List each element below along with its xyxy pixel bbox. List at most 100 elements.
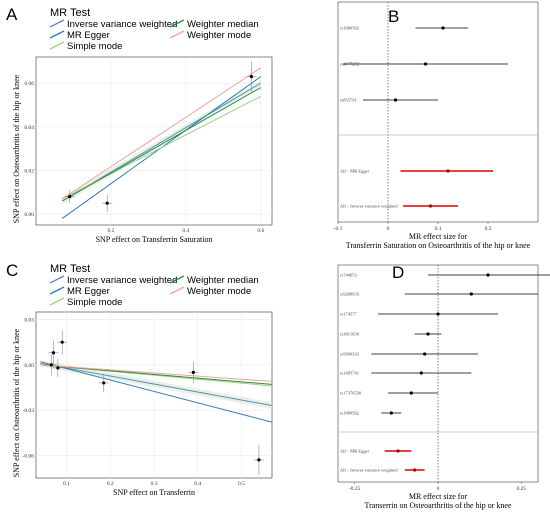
panel-c-xtick-2: 0.3: [151, 481, 158, 487]
panel-c-legend-swatch-2: [49, 297, 65, 306]
panel-a-xtick-0: 0.2: [107, 228, 114, 234]
panel-c-xtick-4: 0.5: [238, 481, 245, 487]
panel-a-ylabel: SNP effect on Osteoarthritis of the hip …: [12, 74, 21, 223]
panel-c-legend-swatch-3: [169, 275, 185, 284]
panel-a-legend-swatch-0: [49, 19, 65, 28]
panel-d-est-1: [469, 292, 473, 296]
panel-b-xlabel-1: Transferrin Saturation on Osteoarthritis…: [346, 241, 531, 250]
panel-d-xtick-1: 0: [437, 486, 440, 492]
panel-c-ytick-1: -0.03: [23, 408, 35, 414]
panel-c-ytick-2: 0.00: [24, 363, 34, 369]
panel-a-legend-label-4: Weighter mode: [187, 30, 251, 41]
panel-d-xlabel-0: MR effect size for: [409, 492, 468, 501]
panel-label-b: B: [388, 7, 399, 26]
panel-c-ylabel: SNP effect on Osteoarthritis of the hip …: [12, 328, 21, 477]
panel-b-xtick-3: 0.2: [485, 226, 492, 232]
panel-a-xtick-1: 0.4: [182, 228, 189, 234]
panel-a-point-1: [105, 201, 109, 205]
panel-c-point-2: [56, 366, 60, 370]
panel-d-est-0: [486, 273, 490, 277]
panel-b-est-4: [428, 204, 433, 208]
panel-a-legend-label-0: Inverse variance weighted: [67, 19, 177, 30]
panel-a-legend-title: MR Test: [50, 7, 90, 19]
panel-b-est-0: [441, 26, 445, 30]
panel-d-est-7: [389, 411, 393, 415]
panel-label-c: C: [6, 261, 18, 280]
panel-a-legend-label-1: MR Egger: [67, 30, 110, 41]
panel-a-scatter: 0.2 0.4 0.6 0.00 0.02 0.04 0.06 SNP effect on T…: [12, 7, 273, 244]
panel-a-mr-lines: [61, 67, 262, 219]
panel-b-xtick-1: 0: [387, 226, 390, 232]
panel-d-row-label-8: All – MR Egger: [340, 449, 370, 454]
panel-d-est-6: [409, 391, 413, 395]
panel-d-row-label-4: rs9990333: [340, 352, 360, 357]
panel-a-legend-swatch-3: [169, 19, 185, 28]
panel-d-est-4: [423, 352, 427, 356]
panel-c-legend-label-4: Weighter mode: [187, 286, 251, 297]
panel-b-est-3: [446, 169, 450, 173]
panel-b-xtick-2: 0.1: [435, 226, 442, 232]
panel-d-est-5: [419, 371, 423, 375]
panel-a-line-4: [61, 67, 262, 200]
panel-c-xlabel: SNP effect on Transferrin: [113, 488, 195, 497]
panel-d-row-label-3: rs3811658: [340, 332, 360, 337]
panel-a-legend-swatch-1: [49, 30, 65, 39]
panel-d-row-label-0: rs744653: [340, 273, 357, 278]
panel-c-line-1: [40, 361, 272, 423]
panel-c-legend-label-0: Inverse variance weighted: [67, 275, 177, 286]
panel-b-row-label-4: All – Inverse variance weighted: [340, 204, 398, 209]
panel-a-ytick-0: 0.00: [24, 212, 34, 218]
panel-d-xtick-0: -0.25: [349, 486, 361, 492]
panel-a-legend-swatch-2: [49, 41, 65, 50]
panel-a-line-3: [61, 87, 262, 202]
panel-c-legend-title: MR Test: [50, 263, 90, 275]
panel-a-legend-label-2: Simple mode: [67, 41, 122, 52]
panel-label-a: A: [6, 5, 18, 24]
panel-a-legend-swatch-4: [169, 30, 185, 39]
panel-d-est-3: [426, 332, 430, 336]
panel-c-xtick-3: 0.4: [194, 481, 201, 487]
panel-d-row-label-7: rs1800562: [340, 411, 359, 416]
panel-c-point-3: [60, 340, 64, 344]
panel-b-xlabel-0: MR effect size for: [409, 232, 468, 241]
panel-d-row-label-2: rs174577: [340, 312, 357, 317]
panel-c-legend-swatch-0: [49, 275, 65, 284]
panel-d-forest: rs744653 rs9268633 rs174577 rs3811658 rs9990…: [337, 264, 550, 510]
panel-a-legend-label-3: Weighter median: [187, 19, 259, 30]
panel-a-point-0: [68, 195, 72, 199]
panel-a-xtick-2: 0.6: [257, 228, 264, 234]
panel-a-ytick-2: 0.04: [24, 125, 34, 131]
panel-d-xtick-2: 0.25: [517, 486, 527, 492]
panel-c-legend-label-3: Weighter median: [187, 275, 259, 286]
panel-c-point-0: [49, 363, 53, 367]
panel-d-row-label-1: rs9268633: [340, 292, 360, 297]
panel-c-legend-swatch-1: [49, 286, 65, 295]
panel-c-line-3: [40, 364, 272, 385]
panel-c-xtick-1: 0.2: [107, 481, 114, 487]
panel-a-point-2: [249, 75, 253, 79]
panel-d-est-2: [436, 312, 440, 316]
panel-label-d: D: [392, 263, 404, 282]
panel-a-xlabel: SNP effect on Transferrin Saturation: [96, 235, 213, 244]
panel-d-row-label-9: All – Inverse variance weighted: [340, 468, 398, 473]
panel-a-ytick-3: 0.06: [24, 81, 34, 87]
panel-b-est-2: [393, 98, 398, 102]
panel-b-row-label-2: rs855791: [340, 98, 357, 103]
panel-d-xlabel-1: Transerrin on Osteoarthritis of the hip …: [364, 501, 511, 510]
panel-c-legend-swatch-4: [169, 286, 185, 295]
panel-c-legend-label-1: MR Egger: [67, 286, 110, 297]
panel-c-ytick-0: -0.06: [23, 453, 35, 459]
panel-c-xtick-0: 0.1: [63, 481, 70, 487]
panel-d-row-label-5: rs1495741: [340, 371, 359, 376]
panel-d-est-9: [413, 468, 417, 472]
panel-b-row-label-0: rs1800562: [340, 26, 359, 31]
panel-c-line-0: [40, 362, 272, 407]
panel-c-point-5: [191, 370, 195, 374]
panel-d-row-label-6: rs17376530: [340, 391, 362, 396]
panel-b-frame: [337, 1, 539, 223]
panel-c-legend-label-2: Simple mode: [67, 297, 122, 308]
panel-c-ytick-3: 0.03: [24, 318, 34, 324]
panel-c-point-4: [102, 381, 106, 385]
